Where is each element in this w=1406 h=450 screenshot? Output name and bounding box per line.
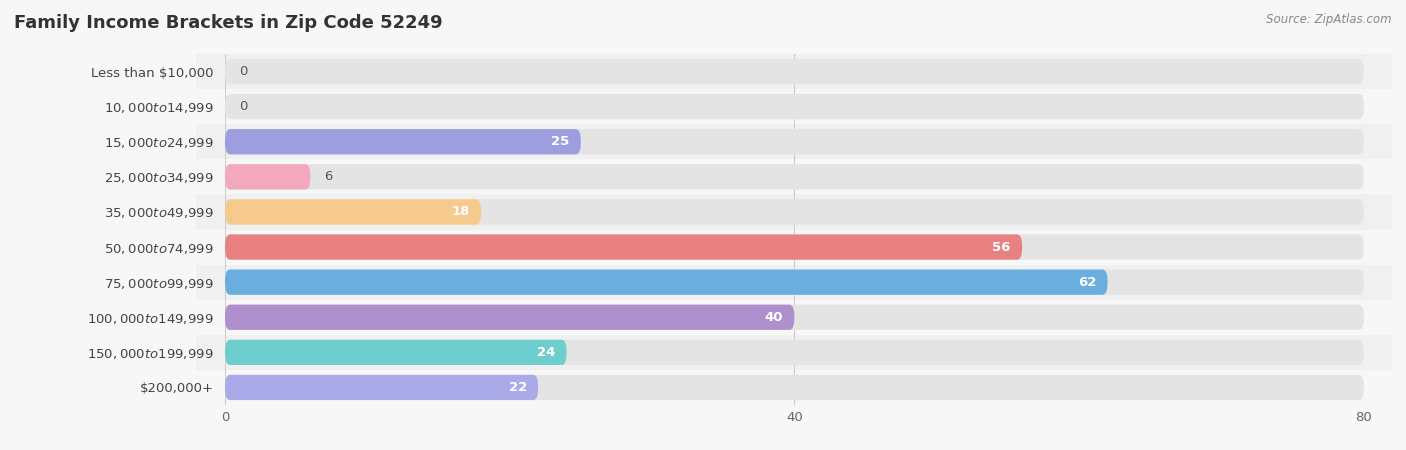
FancyBboxPatch shape: [225, 234, 1364, 260]
Bar: [197, 124, 1392, 159]
FancyBboxPatch shape: [225, 129, 1364, 154]
FancyBboxPatch shape: [225, 129, 581, 154]
FancyBboxPatch shape: [225, 305, 1364, 330]
Bar: [197, 335, 1392, 370]
Bar: [197, 89, 1392, 124]
Text: 0: 0: [239, 65, 247, 78]
Bar: [197, 300, 1392, 335]
Text: 18: 18: [451, 206, 470, 218]
Text: 56: 56: [993, 241, 1011, 253]
Text: Family Income Brackets in Zip Code 52249: Family Income Brackets in Zip Code 52249: [14, 14, 443, 32]
FancyBboxPatch shape: [225, 59, 1364, 84]
Bar: [197, 370, 1392, 405]
Bar: [197, 159, 1392, 194]
FancyBboxPatch shape: [225, 270, 1364, 295]
Text: 0: 0: [239, 100, 247, 113]
Text: 62: 62: [1078, 276, 1097, 288]
FancyBboxPatch shape: [225, 375, 1364, 400]
FancyBboxPatch shape: [225, 340, 1364, 365]
FancyBboxPatch shape: [225, 94, 1364, 119]
Text: 24: 24: [537, 346, 555, 359]
FancyBboxPatch shape: [225, 375, 538, 400]
FancyBboxPatch shape: [225, 340, 567, 365]
FancyBboxPatch shape: [225, 199, 481, 225]
Text: 40: 40: [765, 311, 783, 324]
Text: 6: 6: [325, 171, 333, 183]
Text: 25: 25: [551, 135, 569, 148]
Bar: [197, 194, 1392, 230]
FancyBboxPatch shape: [225, 234, 1022, 260]
FancyBboxPatch shape: [225, 305, 794, 330]
Text: 22: 22: [509, 381, 527, 394]
Bar: [197, 54, 1392, 89]
Bar: [197, 265, 1392, 300]
FancyBboxPatch shape: [225, 164, 311, 189]
Text: Source: ZipAtlas.com: Source: ZipAtlas.com: [1267, 14, 1392, 27]
FancyBboxPatch shape: [225, 199, 1364, 225]
FancyBboxPatch shape: [225, 164, 1364, 189]
Bar: [197, 230, 1392, 265]
FancyBboxPatch shape: [225, 270, 1108, 295]
